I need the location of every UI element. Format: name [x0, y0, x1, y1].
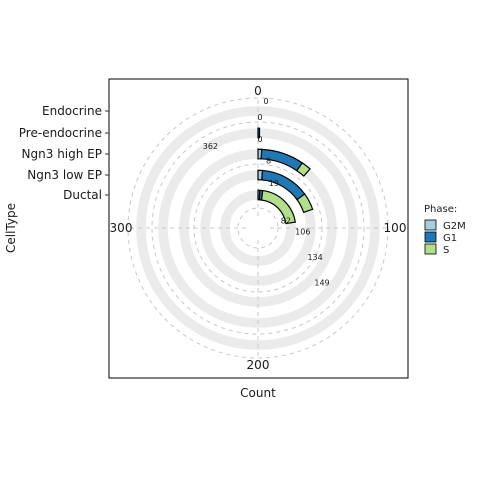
theta-tick-label: 200 [247, 358, 270, 372]
data-label: 362 [203, 142, 218, 151]
bar-s-ductal [260, 189, 296, 225]
theta-tick-label: 100 [384, 221, 407, 235]
bar-s-ngn3-low-ep [296, 193, 314, 214]
legend-title: Phase: [424, 204, 457, 215]
legend-swatch-g2m [424, 219, 437, 231]
y-axis-title: CellType [4, 203, 18, 253]
theta-tick-layer: 0 100 200 300 [110, 84, 407, 372]
data-label: 0 [257, 135, 262, 144]
grid-circle [127, 97, 389, 359]
plot-panel [108, 78, 409, 379]
data-label: 8 [266, 157, 271, 166]
category-axis: Ductal Ngn3 low EP Ngn3 high EP Pre-endocri… [19, 104, 109, 202]
bar-s-ngn3-high-ep [296, 162, 311, 177]
grid-circle [151, 121, 365, 335]
category-label: Ductal [63, 188, 102, 202]
legend-label-s: S [443, 245, 449, 256]
data-label: 149 [314, 278, 329, 287]
data-label: 134 [307, 253, 322, 262]
bar-g1-pre-endocrine [257, 127, 261, 139]
legend-label-g1: G1 [443, 233, 457, 244]
x-axis-title: Count [240, 386, 276, 400]
data-label: 0 [263, 97, 268, 106]
theta-tick-label: 300 [110, 221, 133, 235]
legend-swatch-g1 [424, 231, 437, 243]
legend-swatch-s [424, 243, 437, 255]
category-label: Ngn3 low EP [27, 168, 102, 182]
category-label: Ngn3 high EP [22, 147, 102, 161]
category-label: Endocrine [42, 104, 102, 118]
theta-tick-label: 0 [254, 84, 262, 98]
data-label: 82 [281, 217, 291, 226]
data-label: 19 [269, 179, 279, 188]
category-label: Pre-endocrine [19, 126, 102, 140]
legend-label-g2m: G2M [443, 221, 466, 232]
data-label: 106 [295, 228, 310, 237]
bars-layer [257, 127, 314, 225]
data-label: 0 [257, 113, 262, 122]
